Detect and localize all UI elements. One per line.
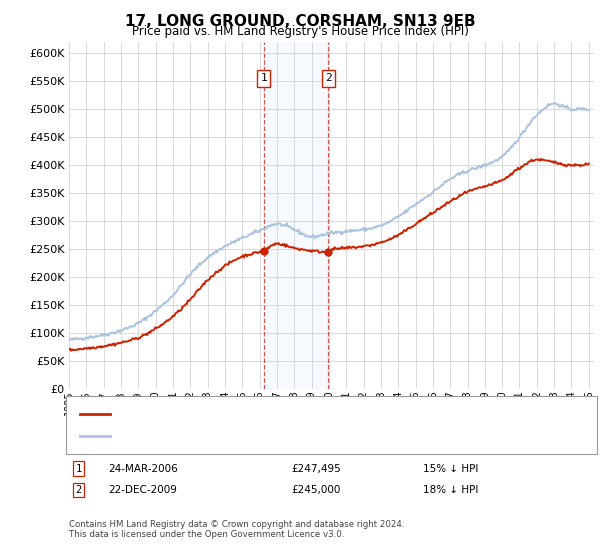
Text: 2: 2 xyxy=(325,73,332,83)
Text: 22-DEC-2009: 22-DEC-2009 xyxy=(108,485,177,495)
Text: 24-MAR-2006: 24-MAR-2006 xyxy=(108,464,178,474)
Text: 1: 1 xyxy=(260,73,267,83)
Text: 18% ↓ HPI: 18% ↓ HPI xyxy=(423,485,478,495)
Text: 17, LONG GROUND, CORSHAM, SN13 9EB (detached house): 17, LONG GROUND, CORSHAM, SN13 9EB (deta… xyxy=(117,409,429,419)
Text: £245,000: £245,000 xyxy=(291,485,340,495)
Text: Contains HM Land Registry data © Crown copyright and database right 2024.
This d: Contains HM Land Registry data © Crown c… xyxy=(69,520,404,539)
Text: 1: 1 xyxy=(76,464,82,474)
Text: 2: 2 xyxy=(76,485,82,495)
Bar xyxy=(263,42,328,389)
Text: HPI: Average price, detached house, Wiltshire: HPI: Average price, detached house, Wilt… xyxy=(117,431,356,441)
Text: 17, LONG GROUND, CORSHAM, SN13 9EB: 17, LONG GROUND, CORSHAM, SN13 9EB xyxy=(125,14,475,29)
Text: Price paid vs. HM Land Registry's House Price Index (HPI): Price paid vs. HM Land Registry's House … xyxy=(131,25,469,38)
Text: 15% ↓ HPI: 15% ↓ HPI xyxy=(423,464,478,474)
Text: £247,495: £247,495 xyxy=(291,464,341,474)
